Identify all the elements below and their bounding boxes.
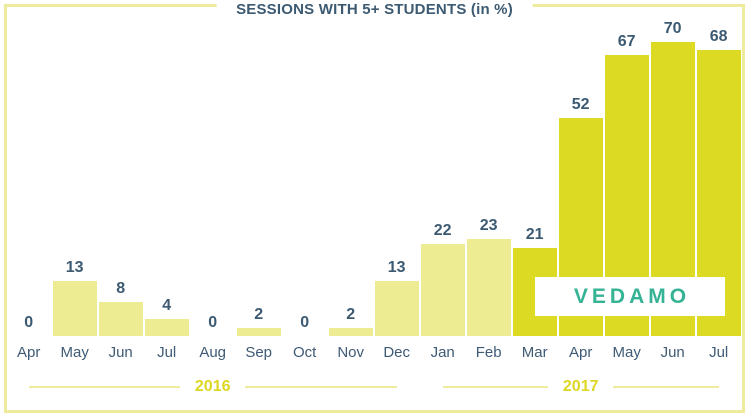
x-axis-label: May bbox=[612, 344, 641, 361]
bar-value-label: 0 bbox=[24, 314, 34, 331]
year-divider-line bbox=[245, 385, 397, 388]
bar-column: 4 bbox=[144, 0, 189, 336]
x-axis-label: May bbox=[60, 344, 89, 361]
year-divider-line bbox=[28, 385, 180, 388]
bar-column: 2 bbox=[236, 0, 281, 336]
bar-value-label: 2 bbox=[346, 305, 356, 323]
x-axis-label: Sep bbox=[245, 344, 273, 361]
bar-column: 2 bbox=[328, 0, 373, 336]
x-axis-label: Jul bbox=[157, 344, 177, 361]
bar-value-label: 13 bbox=[65, 259, 84, 277]
x-axis-label: Feb bbox=[475, 344, 502, 361]
bar-column: 23 bbox=[466, 0, 511, 336]
bar-value-label: 8 bbox=[116, 280, 126, 298]
bar-value-label: 21 bbox=[525, 225, 544, 243]
vedamo-logo-box: VEDAMO bbox=[535, 277, 725, 316]
bar bbox=[236, 327, 281, 336]
year-label: 2016 bbox=[194, 378, 231, 395]
x-axis-label: Jun bbox=[660, 344, 685, 361]
x-axis-label: Nov bbox=[337, 344, 365, 361]
x-axis-label: Aug bbox=[199, 344, 227, 361]
bar bbox=[144, 319, 189, 336]
year-group-2017: 2017 bbox=[442, 377, 719, 396]
bar-column: 8 bbox=[98, 0, 143, 336]
bar-column: 22 bbox=[420, 0, 465, 336]
x-axis-label: Dec bbox=[383, 344, 411, 361]
bar-value-label: 4 bbox=[162, 297, 172, 315]
year-group-2016: 2016 bbox=[28, 377, 397, 396]
bar-column: 13 bbox=[52, 0, 97, 336]
bar bbox=[420, 243, 465, 336]
x-axis-label: Mar bbox=[521, 344, 548, 361]
bar-value-label: 68 bbox=[709, 28, 728, 46]
bar-value-label: 13 bbox=[387, 259, 406, 277]
bar-value-label: 23 bbox=[479, 217, 498, 235]
bar bbox=[52, 281, 97, 336]
x-axis-label: Jul bbox=[709, 344, 729, 361]
bar-column: 0 bbox=[7, 0, 51, 336]
bar bbox=[374, 281, 419, 336]
x-axis-label: Oct bbox=[293, 344, 317, 361]
bar-column: 0 bbox=[191, 0, 235, 336]
x-axis-label: Jan bbox=[430, 344, 455, 361]
year-label: 2017 bbox=[562, 378, 599, 395]
chart-title: SESSIONS WITH 5+ STUDENTS (in %) bbox=[216, 1, 533, 19]
year-divider-line bbox=[613, 385, 719, 388]
bar bbox=[328, 327, 373, 336]
bar-value-label: 0 bbox=[300, 314, 310, 331]
bar-value-label: 22 bbox=[433, 221, 452, 239]
bar-value-label: 70 bbox=[663, 20, 682, 37]
bar-column: 13 bbox=[374, 0, 419, 336]
x-axis-label: Apr bbox=[17, 344, 41, 361]
bar-value-label: 2 bbox=[254, 305, 264, 323]
bar-value-label: 52 bbox=[571, 95, 590, 113]
bar bbox=[466, 239, 511, 336]
bar-value-label: 0 bbox=[208, 314, 218, 331]
bar-column: 0 bbox=[283, 0, 327, 336]
bar-value-label: 67 bbox=[617, 32, 636, 50]
x-axis-label: Apr bbox=[569, 344, 593, 361]
x-axis-label: Jun bbox=[108, 344, 133, 361]
vedamo-logo-text: VEDAMO bbox=[573, 284, 691, 308]
bar bbox=[98, 302, 143, 336]
year-divider-line bbox=[442, 385, 548, 388]
